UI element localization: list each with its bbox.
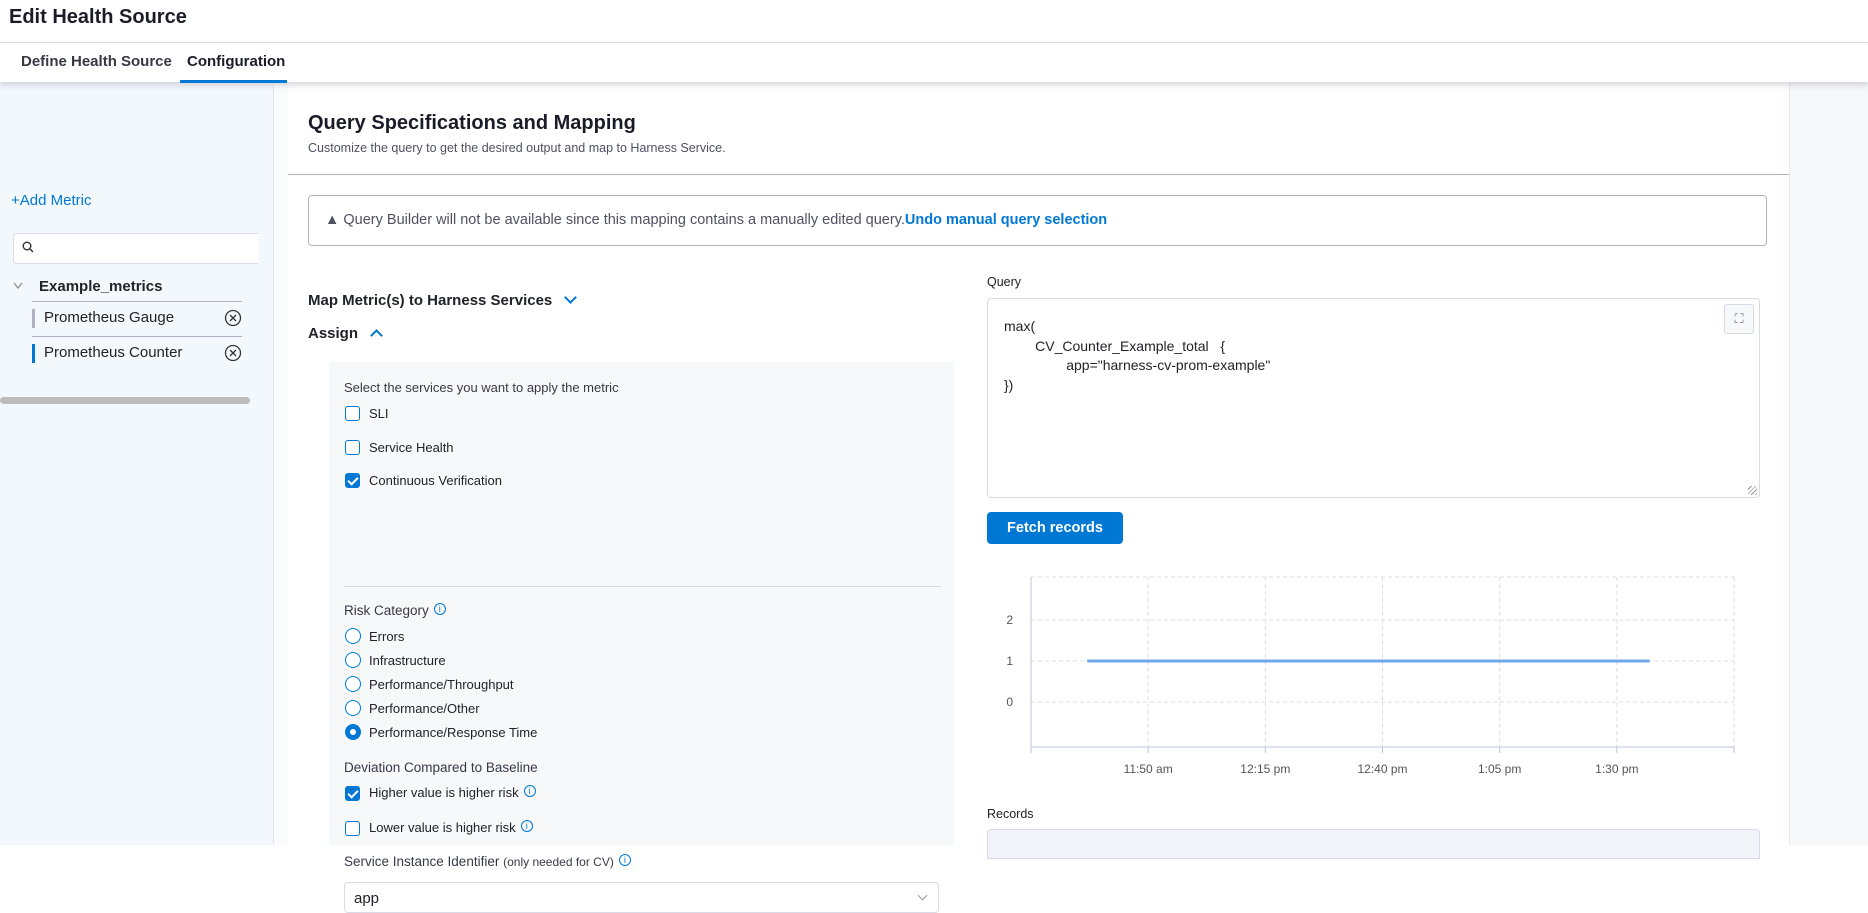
service-health-checkbox[interactable] [345,440,360,455]
x-tick-label: 1:05 pm [1478,762,1521,776]
assign-label: Assign [308,325,359,342]
assign-toggle[interactable]: Assign [308,325,383,342]
map-metrics-label: Map Metric(s) to Harness Services [308,292,553,309]
divider [288,174,1789,175]
risk-throughput-radio[interactable] [345,676,361,692]
sli-label: SLI [369,406,389,421]
main-panel: Query Specifications and Mapping Customi… [288,82,1789,913]
metric-search-input[interactable] [13,233,258,264]
sii-label: Service Instance Identifier [344,854,500,869]
x-tick-label: 12:40 pm [1357,762,1407,776]
tab-define-health-source[interactable]: Define Health Source [21,53,172,70]
info-icon[interactable]: i [520,820,533,832]
x-tick-label: 12:15 pm [1240,762,1290,776]
x-tick-label: 1:30 pm [1595,762,1638,776]
query-editor[interactable]: max( CV_Counter_Example_total { app="har… [987,298,1760,498]
warning-text: Query Builder will not be available sinc… [343,212,905,228]
section-subtitle: Customize the query to get the desired o… [308,141,726,155]
query-text: max( CV_Counter_Example_total { app="har… [1004,318,1271,393]
query-label: Query [987,275,1022,289]
info-icon[interactable]: i [618,854,631,866]
active-tab-indicator [180,80,287,83]
risk-other-radio[interactable] [345,700,361,716]
risk-errors-radio[interactable] [345,628,361,644]
item-indicator [32,344,35,363]
section-title: Query Specifications and Mapping [308,112,636,134]
tab-configuration[interactable]: Configuration [187,53,286,70]
lower-risk-label: Lower value is higher risk [369,820,516,835]
right-gutter [1789,82,1868,845]
gutter [274,82,288,845]
risk-category-label: Risk Category [344,603,429,618]
lower-risk-checkbox[interactable] [345,821,360,836]
divider [344,586,941,587]
records-table [987,829,1760,859]
chevron-down-icon [564,291,578,304]
info-icon[interactable]: i [433,603,446,615]
continuous-verification-checkbox[interactable] [345,473,360,488]
chevron-down-icon[interactable] [13,282,23,290]
metric-item-label: Prometheus Gauge [44,309,175,326]
chevron-down-icon [917,890,928,901]
service-health-label: Service Health [369,440,454,455]
resize-handle[interactable] [1748,486,1757,495]
y-tick-label: 2 [1006,613,1013,627]
expand-icon[interactable]: ⛶ [1724,304,1754,334]
undo-manual-query-link[interactable]: Undo manual query selection [904,212,1108,228]
tab-bar: Define Health Source Configuration [0,43,1868,83]
metric-item-prometheus-counter[interactable]: Prometheus Counter [32,336,242,369]
metric-item-label: Prometheus Counter [44,344,183,361]
service-instance-select[interactable]: app [344,882,939,913]
remove-circle-icon[interactable] [224,309,242,327]
sii-hint: (only needed for CV) [503,855,614,869]
risk-option-label: Infrastructure [369,653,446,668]
risk-option-label: Errors [369,629,405,644]
fetch-records-button[interactable]: Fetch records [987,512,1123,544]
info-icon[interactable]: i [523,785,536,797]
records-label: Records [987,807,1034,821]
warning-banner: ▲ Query Builder will not be available si… [308,195,1767,246]
x-tick-label: 11:50 am [1124,762,1173,776]
search-icon [22,241,34,253]
risk-option-label: Performance/Other [369,701,480,716]
add-metric-button[interactable]: +Add Metric [11,192,92,209]
metrics-sidebar: +Add Metric Example_metrics Prometheus G… [0,82,274,845]
higher-risk-label: Higher value is higher risk [369,785,519,800]
assign-form: Select the services you want to apply th… [329,362,954,913]
continuous-verification-label: Continuous Verification [369,473,502,488]
horizontal-scrollbar[interactable] [0,397,250,404]
y-tick-label: 1 [1006,654,1013,668]
risk-option-label: Performance/Response Time [369,725,538,740]
item-indicator [32,309,35,328]
page-title: Edit Health Source [9,6,187,28]
sli-checkbox[interactable] [345,406,360,421]
deviation-label: Deviation Compared to Baseline [344,760,538,775]
risk-infrastructure-radio[interactable] [345,652,361,668]
warning-icon: ▲ [325,212,340,228]
risk-option-label: Performance/Throughput [369,677,514,692]
higher-risk-checkbox[interactable] [345,786,360,801]
metric-group-label: Example_metrics [39,278,163,295]
records-chart: 0 1 2 11:50 am 12:15 pm 12:40 pm 1:05 pm 1:30 p… [1006,576,1735,776]
map-metrics-toggle[interactable]: Map Metric(s) to Harness Services [308,291,578,309]
y-tick-label: 0 [1006,695,1013,709]
services-label: Select the services you want to apply th… [344,380,619,395]
select-value: app [354,890,380,907]
risk-response-time-radio[interactable] [345,724,361,740]
metric-item-prometheus-gauge[interactable]: Prometheus Gauge [32,301,242,334]
chevron-up-icon [370,329,383,342]
header: Edit Health Source [0,0,1868,43]
remove-circle-icon[interactable] [224,344,242,362]
